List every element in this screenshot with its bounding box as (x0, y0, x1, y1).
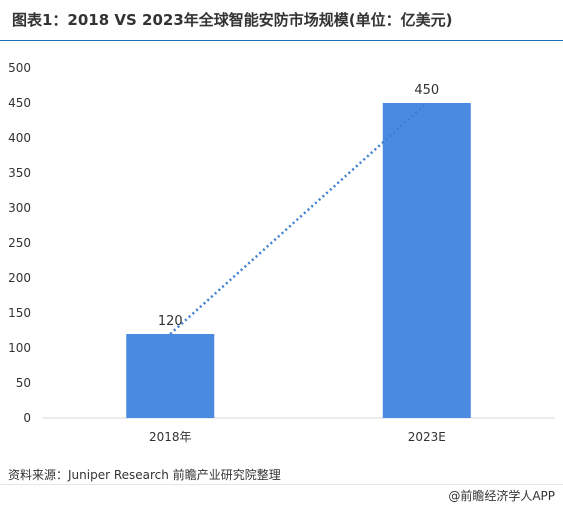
y-tick-label: 50 (16, 376, 31, 390)
y-axis-ticks: 0 50 100 150 200 250 300 350 400 450 500 (8, 61, 31, 425)
x-axis-ticks: 2018年 2023E (149, 430, 446, 444)
y-tick-label: 200 (8, 271, 31, 285)
bar-chart: 0 50 100 150 200 250 300 350 400 450 500 120 450 20… (8, 61, 555, 444)
data-label: 120 (158, 314, 183, 329)
brand-credit: @前瞻经济学人APP (448, 489, 555, 503)
x-tick-label: 2023E (408, 430, 446, 444)
bar-2018年 (126, 334, 215, 418)
footer-divider (0, 484, 563, 485)
data-label: 450 (414, 83, 439, 98)
x-tick-label: 2018年 (149, 430, 192, 444)
bars (126, 103, 471, 418)
title-divider (0, 40, 563, 41)
y-tick-label: 250 (8, 236, 31, 250)
y-tick-label: 400 (8, 131, 31, 145)
y-tick-label: 500 (8, 61, 31, 75)
chart-title: 图表1：2018 VS 2023年全球智能安防市场规模(单位：亿美元) (12, 11, 453, 29)
y-tick-label: 0 (23, 411, 31, 425)
source-note: 资料来源：Juniper Research 前瞻产业研究院整理 (8, 468, 281, 482)
data-labels: 120 450 (158, 83, 439, 329)
y-tick-label: 350 (8, 166, 31, 180)
y-tick-label: 100 (8, 341, 31, 355)
bar-2023E (382, 103, 471, 418)
y-tick-label: 450 (8, 96, 31, 110)
y-tick-label: 150 (8, 306, 31, 320)
y-tick-label: 300 (8, 201, 31, 215)
